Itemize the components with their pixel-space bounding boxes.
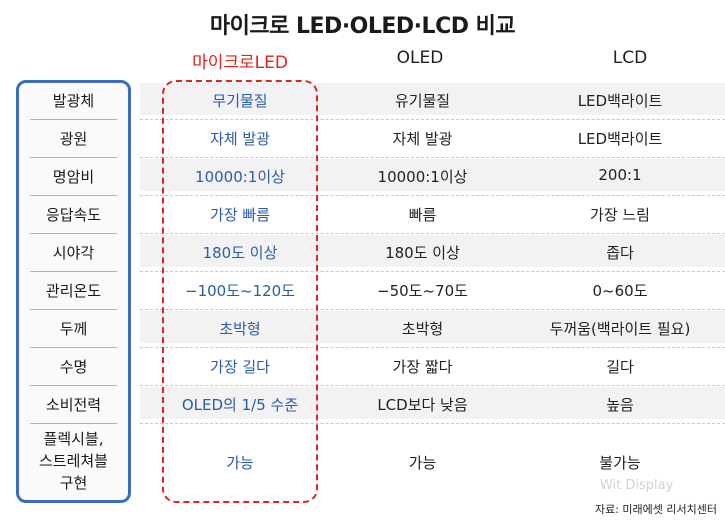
row-divider bbox=[140, 347, 725, 348]
row-divider bbox=[140, 309, 725, 310]
label-divider bbox=[30, 347, 117, 348]
row-label-line: 스트레쳐블 bbox=[38, 452, 108, 470]
row-label: 두께 bbox=[59, 320, 88, 338]
microled-value: 가장 길다 bbox=[210, 358, 270, 376]
oled-value: 가능 bbox=[408, 454, 437, 472]
oled-value: 180도 이상 bbox=[385, 244, 460, 262]
lcd-value: LED백라이트 bbox=[577, 92, 663, 110]
row-divider bbox=[140, 195, 725, 196]
row-label-multiline: 플렉시블, 스트레쳐블 구현 bbox=[16, 428, 131, 494]
row-background bbox=[140, 311, 725, 343]
row-divider bbox=[140, 271, 725, 272]
oled-value: 초박형 bbox=[401, 320, 444, 338]
category-sidebar bbox=[16, 80, 131, 503]
label-divider bbox=[30, 119, 117, 120]
label-divider bbox=[30, 195, 117, 196]
microled-value: 10000:1이상 bbox=[195, 168, 285, 186]
oled-value: 유기물질 bbox=[394, 92, 451, 110]
microled-value: OLED의 1/5 수준 bbox=[181, 396, 299, 414]
row-label: 발광체 bbox=[52, 92, 95, 110]
lcd-value: 길다 bbox=[606, 358, 634, 376]
row-label-line: 구현 bbox=[59, 474, 88, 492]
row-label: 관리온도 bbox=[45, 282, 102, 300]
microled-value: 무기물질 bbox=[212, 92, 268, 110]
label-divider bbox=[30, 423, 117, 424]
oled-value: 10000:1이상 bbox=[377, 168, 468, 186]
lcd-value: 두꺼움(백라이트 필요) bbox=[549, 320, 691, 338]
lcd-value: 0~60도 bbox=[592, 282, 648, 300]
row-background bbox=[140, 235, 725, 267]
lcd-value: 좁다 bbox=[606, 244, 634, 262]
row-label: 광원 bbox=[59, 130, 88, 148]
row-background bbox=[140, 387, 725, 419]
row-label-line: 플렉시블, bbox=[43, 430, 104, 448]
label-divider bbox=[30, 309, 117, 310]
microled-value: 가능 bbox=[226, 454, 254, 472]
oled-value: 가장 짧다 bbox=[392, 358, 453, 376]
microled-value: 초박형 bbox=[219, 320, 261, 338]
microled-value: 가장 빠름 bbox=[210, 206, 270, 224]
oled-value: LCD보다 낮음 bbox=[377, 396, 468, 414]
label-divider bbox=[30, 271, 117, 272]
row-label: 시야각 bbox=[52, 244, 95, 262]
row-divider bbox=[140, 423, 725, 424]
oled-value: 자체 발광 bbox=[392, 130, 453, 148]
row-label: 수명 bbox=[59, 358, 88, 376]
microled-value: −100도~120도 bbox=[185, 282, 295, 300]
page-title: 마이크로 LED·OLED·LCD 비교 bbox=[209, 14, 516, 39]
watermark: Wit Display bbox=[600, 478, 674, 493]
lcd-value: LED백라이트 bbox=[577, 130, 663, 148]
column-header-oled: OLED bbox=[396, 48, 444, 68]
row-label: 명암비 bbox=[52, 168, 95, 186]
microled-highlight-box bbox=[162, 80, 318, 503]
column-header-lcd: LCD bbox=[612, 48, 648, 68]
oled-value: −50도~70도 bbox=[377, 282, 468, 300]
lcd-value: 200:1 bbox=[598, 166, 642, 184]
lcd-value: 높음 bbox=[606, 396, 634, 414]
oled-value: 빠름 bbox=[408, 206, 437, 224]
row-label: 소비전력 bbox=[45, 396, 102, 414]
label-divider bbox=[30, 233, 117, 234]
lcd-value: 가장 느림 bbox=[590, 206, 650, 224]
source-credit: 자료: 미래에셋 리서치센터 bbox=[594, 503, 717, 516]
label-divider bbox=[30, 385, 117, 386]
row-divider bbox=[140, 119, 725, 120]
column-header-microled: 마이크로LED bbox=[192, 53, 288, 73]
row-background bbox=[140, 83, 725, 115]
row-divider bbox=[140, 233, 725, 234]
row-divider bbox=[140, 385, 725, 386]
row-divider bbox=[140, 157, 725, 158]
label-divider bbox=[30, 157, 117, 158]
microled-value: 자체 발광 bbox=[210, 130, 270, 148]
row-background bbox=[140, 159, 725, 191]
microled-value: 180도 이상 bbox=[202, 244, 278, 262]
row-label: 응답속도 bbox=[45, 206, 102, 224]
lcd-value: 불가능 bbox=[599, 454, 641, 472]
